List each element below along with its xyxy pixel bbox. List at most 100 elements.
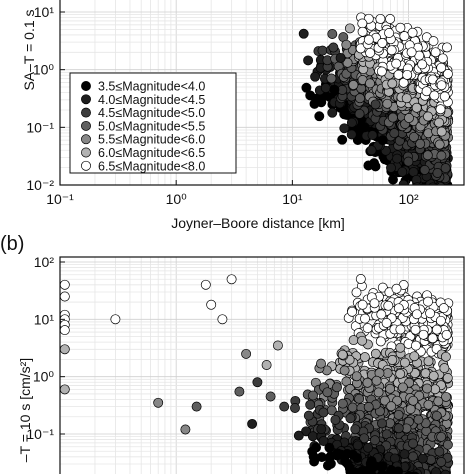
data-point — [408, 451, 418, 462]
data-point — [310, 71, 321, 82]
data-point — [388, 174, 398, 185]
data-point — [442, 373, 453, 383]
data-point — [335, 52, 346, 63]
data-point — [415, 138, 426, 149]
data-point — [355, 93, 365, 104]
data-point — [363, 465, 374, 474]
data-point — [341, 39, 352, 50]
data-point — [369, 435, 380, 446]
data-point — [303, 410, 314, 421]
data-point — [429, 90, 440, 101]
data-point — [397, 166, 408, 177]
data-point — [395, 342, 406, 353]
data-point — [370, 348, 381, 359]
panel-b-points — [60, 274, 454, 474]
data-point — [344, 23, 355, 34]
data-point — [423, 111, 433, 122]
data-point — [354, 108, 365, 119]
data-point — [411, 102, 422, 113]
data-point — [60, 291, 70, 302]
data-point — [379, 470, 390, 474]
data-point — [60, 325, 70, 336]
data-point — [309, 98, 320, 109]
data-point — [301, 426, 312, 437]
data-point — [316, 424, 327, 435]
data-point — [363, 402, 374, 412]
data-point — [339, 123, 350, 134]
data-point — [279, 401, 290, 412]
legend-marker — [81, 160, 91, 171]
data-point — [345, 413, 356, 424]
data-point — [366, 145, 377, 156]
data-point — [355, 274, 366, 284]
data-point — [436, 431, 447, 442]
data-point — [376, 309, 387, 320]
data-point — [365, 47, 376, 58]
data-point — [418, 186, 427, 195]
data-point — [206, 299, 217, 310]
data-point — [377, 135, 388, 146]
data-point — [371, 375, 382, 386]
data-point — [387, 78, 398, 89]
data-point — [226, 274, 237, 285]
data-point — [307, 446, 318, 457]
data-point — [357, 26, 368, 37]
data-point — [337, 349, 348, 360]
data-point — [385, 383, 396, 394]
data-point — [375, 13, 386, 24]
data-point — [316, 452, 327, 463]
legend-label: 6.5≤Magnitude<8.0 — [98, 159, 205, 173]
panel-a-points — [298, 12, 454, 196]
data-point — [397, 382, 408, 393]
data-point — [352, 135, 363, 145]
y-axis-label-a: SA–T = 0.1 s — [21, 9, 37, 90]
data-point — [324, 442, 335, 453]
data-point — [359, 122, 370, 133]
data-point — [442, 439, 453, 450]
data-point — [440, 469, 451, 474]
data-point — [408, 438, 418, 449]
data-point — [200, 279, 211, 290]
data-point — [436, 80, 447, 91]
data-point — [386, 401, 397, 412]
legend-marker — [81, 94, 91, 105]
data-point — [357, 18, 368, 29]
data-point — [367, 130, 378, 141]
data-point — [346, 129, 357, 140]
data-point — [438, 303, 449, 314]
data-point — [427, 187, 436, 196]
data-point — [393, 409, 404, 420]
data-point — [217, 314, 228, 325]
data-point — [434, 446, 445, 457]
panel-b-ticks: 10⁻¹ 10⁰ 10¹ 10² — [26, 254, 65, 442]
y-tick-label: 10⁻² — [26, 177, 54, 193]
data-point — [389, 128, 400, 139]
data-point — [348, 335, 359, 346]
data-point — [265, 391, 276, 402]
data-point — [423, 296, 433, 307]
data-point — [440, 163, 451, 174]
data-point — [393, 69, 404, 80]
data-point — [365, 78, 375, 89]
data-point — [381, 318, 392, 328]
data-point — [362, 377, 373, 388]
data-point — [441, 391, 451, 402]
data-point — [408, 395, 419, 406]
data-point — [395, 22, 406, 33]
data-point — [418, 329, 429, 340]
data-point — [354, 469, 365, 474]
data-point — [341, 109, 352, 120]
y-tick-label: 10¹ — [34, 311, 55, 327]
data-point — [363, 34, 374, 45]
data-point — [375, 336, 386, 347]
data-point — [392, 153, 403, 164]
data-point — [385, 14, 396, 24]
data-point — [191, 401, 202, 412]
data-point — [423, 356, 434, 367]
data-point — [320, 83, 331, 93]
data-point — [409, 351, 420, 362]
data-point — [403, 156, 414, 167]
data-point — [391, 58, 402, 69]
data-point — [373, 387, 384, 398]
legend-label: 6.0≤Magnitude<6.5 — [98, 146, 205, 160]
